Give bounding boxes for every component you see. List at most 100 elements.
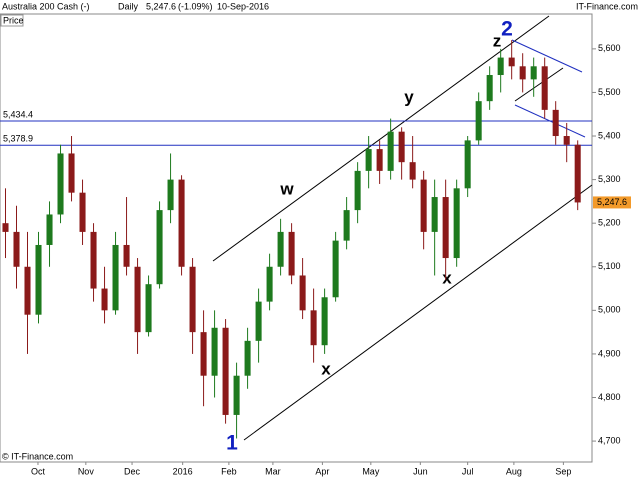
candle-body <box>365 149 372 171</box>
candle-body <box>541 66 548 110</box>
x-tick-label: Apr <box>315 466 329 476</box>
y-tick-label: 5,100 <box>598 261 621 271</box>
candle-body <box>464 140 471 189</box>
x-tick-label: May <box>362 466 380 476</box>
plot-frame <box>0 13 593 463</box>
change: (-1.09%) <box>178 1 213 11</box>
candle-body <box>376 149 383 171</box>
candle-body <box>343 210 350 241</box>
candle-body <box>244 340 251 376</box>
candle-body <box>519 66 526 80</box>
candle-body <box>508 57 515 67</box>
candle-body <box>398 131 405 163</box>
candle-body <box>145 284 152 333</box>
y-tick-label: 4,900 <box>598 348 621 358</box>
source: IT-Finance.com <box>576 1 638 11</box>
candle-body <box>211 327 218 376</box>
y-label-box <box>0 14 24 27</box>
candle-body <box>167 179 174 211</box>
chart-title: Australia 200 Cash (-) <box>2 1 90 11</box>
candle-body <box>332 240 339 298</box>
trend-line <box>212 15 550 262</box>
candle-body <box>497 57 504 76</box>
candle-body <box>563 136 570 145</box>
wave-label: x <box>321 359 331 378</box>
y-tick-label: 5,000 <box>598 305 621 315</box>
candle-body <box>13 231 20 267</box>
candle-body <box>475 101 482 141</box>
x-tick-label: Feb <box>221 466 237 476</box>
candle-body <box>35 244 42 315</box>
candle-body <box>200 332 207 376</box>
candle-body <box>431 197 438 232</box>
candle-body <box>222 327 229 415</box>
candle-body <box>409 162 416 180</box>
candle-body <box>453 188 460 259</box>
candle-body <box>552 109 559 137</box>
y-tick-label: 4,700 <box>598 435 621 445</box>
x-tick-label: 2016 <box>173 466 193 476</box>
candle-body <box>178 179 185 267</box>
candle-body <box>79 192 86 232</box>
x-tick-label: Aug <box>506 466 522 476</box>
candle-body <box>574 144 581 203</box>
candle-body <box>299 275 306 311</box>
trend-line <box>511 39 583 73</box>
x-tick-label: Jul <box>462 466 474 476</box>
x-tick-label: Oct <box>31 466 46 476</box>
candle-body <box>266 266 273 302</box>
candle-body <box>156 210 163 285</box>
wave-label: y <box>404 87 414 106</box>
candle-body <box>134 266 141 333</box>
x-tick-label: Sep <box>555 466 571 476</box>
wave-label: 1 <box>226 432 238 455</box>
candle-body <box>123 244 130 267</box>
candle-body <box>530 66 537 80</box>
interval: Daily <box>118 1 139 11</box>
y-tick-label: 5,600 <box>598 43 621 53</box>
wave-label: x <box>442 268 452 287</box>
trend-line <box>514 67 564 102</box>
x-tick-label: Nov <box>78 466 95 476</box>
candle-body <box>288 231 295 276</box>
candle-body <box>354 170 361 211</box>
wave-label: w <box>279 179 294 198</box>
channel-lines <box>212 15 593 441</box>
x-tick-label: Jun <box>413 466 428 476</box>
x-tick-label: Dec <box>124 466 141 476</box>
wave-label: z <box>493 31 502 50</box>
candle-body <box>24 266 31 315</box>
y-tick-label: 5,300 <box>598 174 621 184</box>
candle-body <box>112 244 119 311</box>
header-price: 5,247.6 <box>146 1 176 11</box>
candle-body <box>310 310 317 346</box>
y-tick-label: 5,200 <box>598 218 621 228</box>
y-tick-label: 4,800 <box>598 392 621 402</box>
candle-body <box>57 153 64 215</box>
date: 10-Sep-2016 <box>217 1 269 11</box>
candle-body <box>387 131 394 171</box>
x-tick-label: Mar <box>265 466 281 476</box>
candle-body <box>420 179 427 232</box>
candle-body <box>255 301 262 341</box>
y-label: Price <box>3 15 24 25</box>
candle-body <box>277 231 284 267</box>
last-price-label: 5,247.6 <box>597 197 627 207</box>
level-label: 5,434.4 <box>3 109 33 119</box>
candle-body <box>90 231 97 289</box>
candle-body <box>486 75 493 102</box>
candle-body <box>68 153 75 193</box>
candle-body <box>233 375 240 415</box>
wave-label: 2 <box>501 18 513 41</box>
trend-line <box>243 184 593 441</box>
level-label: 5,378.9 <box>3 134 33 144</box>
copyright: © IT-Finance.com <box>2 451 73 461</box>
candle-body <box>442 197 449 259</box>
candle-body <box>46 214 53 245</box>
y-tick-label: 5,500 <box>598 87 621 97</box>
candle-body <box>101 288 108 311</box>
y-tick-label: 5,400 <box>598 130 621 140</box>
candle-body <box>321 297 328 346</box>
last-price-box <box>593 196 631 209</box>
